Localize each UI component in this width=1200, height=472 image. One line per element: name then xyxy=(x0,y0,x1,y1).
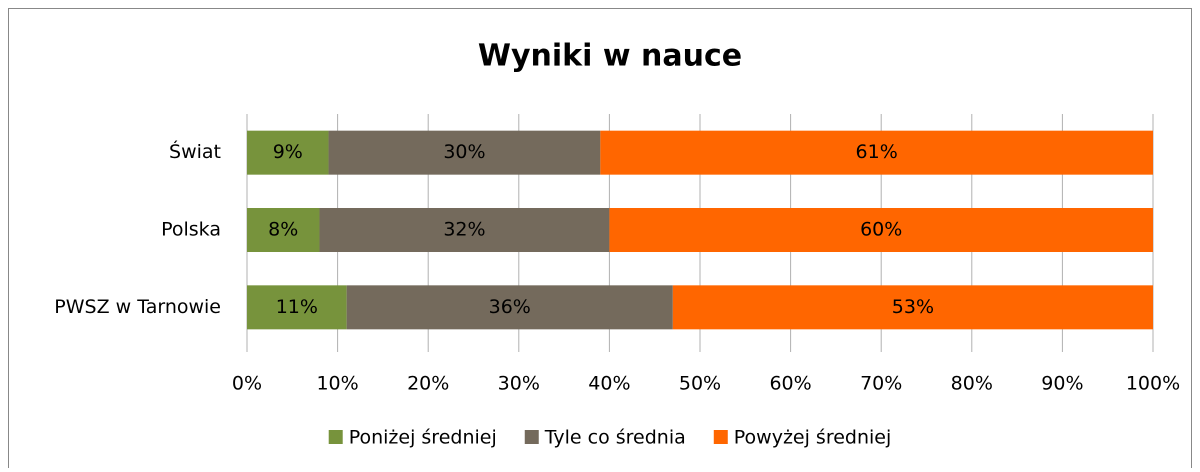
x-tick-label: 100% xyxy=(1126,373,1180,395)
bar-segment xyxy=(247,208,320,252)
legend-label: Powyżej średniej xyxy=(734,427,892,449)
x-tick-label: 50% xyxy=(679,373,721,395)
x-tick-label: 80% xyxy=(951,373,993,395)
x-tick-label: 10% xyxy=(316,373,358,395)
bar-segment xyxy=(600,130,1153,175)
y-tick-label: Świat xyxy=(169,139,221,163)
x-tick-label: 30% xyxy=(498,373,540,395)
data-label: 61% xyxy=(856,141,898,163)
y-tick-label: PWSZ w Tarnowie xyxy=(54,296,221,318)
data-label: 30% xyxy=(443,141,485,163)
x-tick-label: 20% xyxy=(407,373,449,395)
x-tick-label: 70% xyxy=(860,373,902,395)
data-label: 36% xyxy=(489,296,531,318)
data-label: 9% xyxy=(273,141,303,163)
bar-segment xyxy=(247,130,329,175)
data-label: 8% xyxy=(268,219,298,241)
bar-segment xyxy=(672,285,1153,330)
data-label: 60% xyxy=(860,219,902,241)
legend-label: Poniżej średniej xyxy=(349,427,497,449)
data-label: 53% xyxy=(892,296,934,318)
legend-label: Tyle co średnia xyxy=(544,427,686,449)
bar-segment xyxy=(346,285,673,330)
chart-title: Wyniki w nauce xyxy=(478,39,742,74)
bar-segment xyxy=(328,130,601,175)
x-tick-label: 0% xyxy=(232,373,262,395)
x-tick-label: 60% xyxy=(769,373,811,395)
bar-segment xyxy=(609,208,1153,252)
legend-swatch xyxy=(328,430,343,444)
legend-swatch xyxy=(524,430,539,444)
bar-segment xyxy=(247,285,347,330)
data-label: 32% xyxy=(443,219,485,241)
legend-swatch xyxy=(713,430,728,444)
x-tick-label: 40% xyxy=(588,373,630,395)
x-tick-label: 90% xyxy=(1041,373,1083,395)
bar-segment xyxy=(319,208,610,252)
y-tick-label: Polska xyxy=(161,219,221,241)
data-label: 11% xyxy=(276,296,318,318)
